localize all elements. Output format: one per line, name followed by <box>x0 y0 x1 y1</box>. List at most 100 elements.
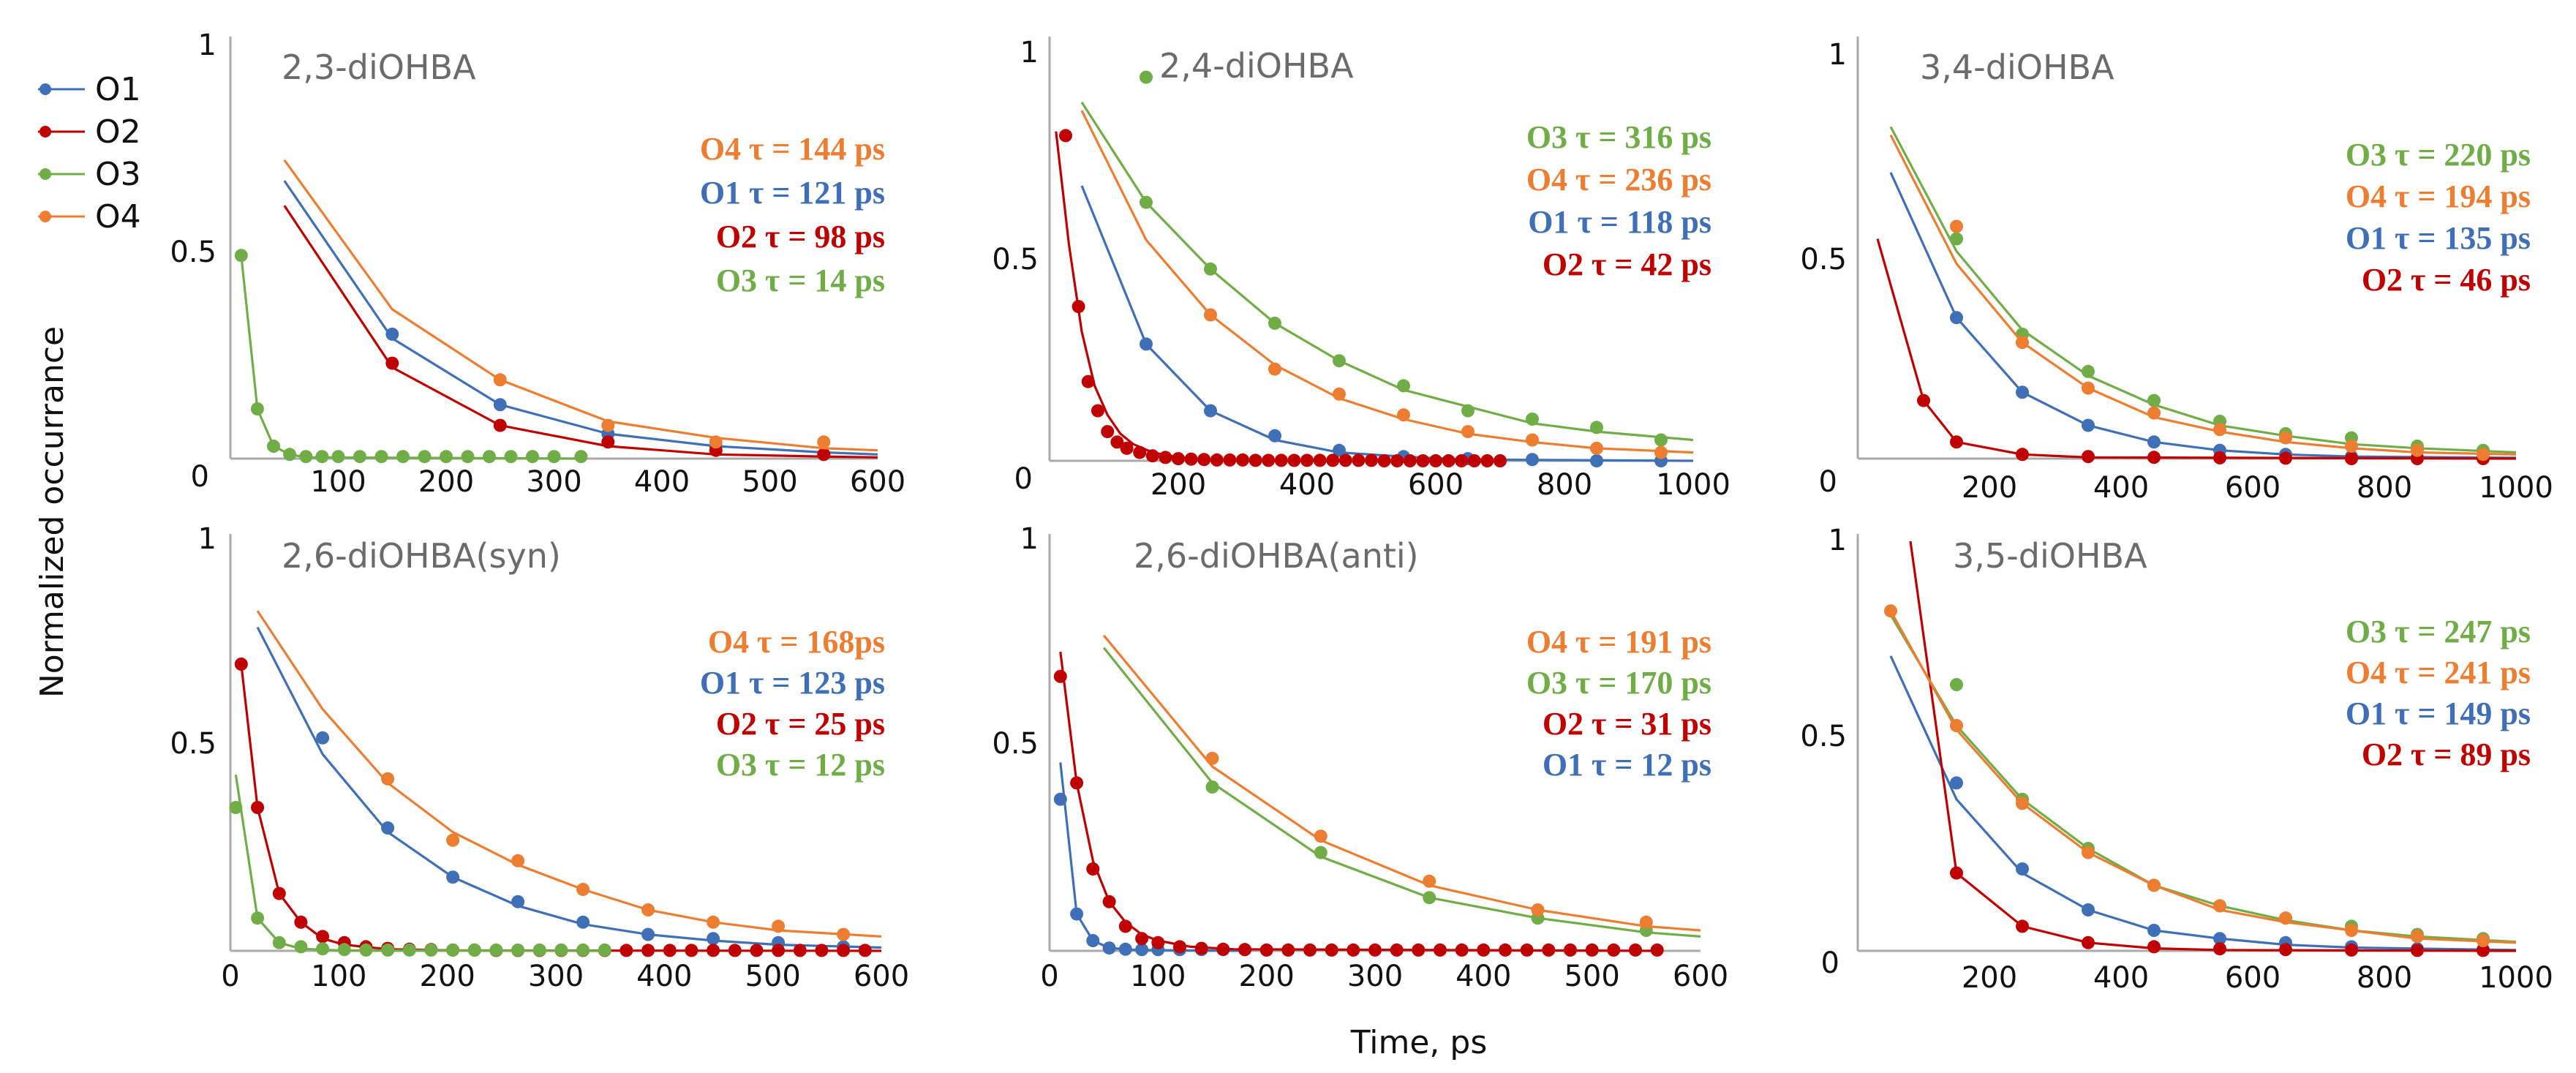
panel-4: 2,6-diOHBA(syn) 0 100 200 300 400 500 600 1 0.5 O4… <box>170 522 909 993</box>
x-tick-label: 500 <box>742 465 797 499</box>
data-point-o2 <box>619 944 633 957</box>
x-tick-label: 300 <box>526 465 581 499</box>
legend-item-o4: O4 <box>38 198 141 236</box>
data-point-o4 <box>1950 719 1963 732</box>
data-point-o2 <box>1564 943 1577 957</box>
data-point-o2 <box>1477 943 1491 957</box>
tau-label-o3: O3 τ = 14 ps <box>716 263 885 298</box>
x-tick-label: 400 <box>2093 961 2149 995</box>
data-point-o4 <box>1461 425 1475 439</box>
data-point-o2 <box>1110 435 1124 449</box>
data-point-o2 <box>1151 935 1165 949</box>
data-point-o3 <box>574 450 588 464</box>
data-point-o3 <box>547 450 561 464</box>
data-point-o3 <box>1654 433 1668 447</box>
y-tick-label: 0.5 <box>1800 243 1847 276</box>
tau-label-o4: O4 τ = 191 ps <box>1526 624 1711 660</box>
data-point-o3 <box>2082 364 2095 378</box>
series-line-o2 <box>1055 131 1501 462</box>
data-point-o1 <box>1950 311 1963 325</box>
series-o4 <box>1102 634 1701 932</box>
data-point-o2 <box>2082 935 2095 949</box>
data-point-o2 <box>2279 943 2292 957</box>
data-point-o3 <box>1333 354 1346 368</box>
tau-label-o1: O1 τ = 121 ps <box>700 175 885 211</box>
data-point-o3 <box>374 450 388 464</box>
legend-marker <box>39 126 51 138</box>
data-point-o1 <box>1590 454 1603 467</box>
data-point-o2 <box>1467 454 1481 467</box>
tau-label-o3: O3 τ = 12 ps <box>716 747 885 783</box>
tau-label-o4: O4 τ = 144 ps <box>700 131 885 167</box>
data-point-o2 <box>1499 943 1512 957</box>
data-point-o1 <box>1086 934 1100 947</box>
data-point-o4 <box>2411 443 2424 457</box>
data-point-o2 <box>1434 943 1447 957</box>
data-point-o3 <box>250 402 264 415</box>
tau-label-o1: O1 τ = 123 ps <box>700 665 885 701</box>
data-point-o4 <box>1397 408 1410 422</box>
data-point-o4 <box>1639 915 1653 929</box>
data-point-o2 <box>1542 943 1556 957</box>
data-point-o1 <box>2147 924 2161 937</box>
data-point-o2 <box>641 944 655 957</box>
data-point-o3 <box>234 249 248 263</box>
data-point-o2 <box>1081 374 1095 388</box>
data-point-o2 <box>858 944 872 957</box>
data-point-o2 <box>1917 394 1930 407</box>
data-point-o2 <box>1184 452 1198 466</box>
x-tick-label: 1000 <box>2479 471 2553 505</box>
x-tick-label: 400 <box>634 465 690 499</box>
data-point-o3 <box>1526 413 1539 426</box>
x-tick-label: 600 <box>1408 468 1464 502</box>
x-tick-label: 100 <box>1130 960 1186 993</box>
data-point-o3 <box>315 450 329 464</box>
data-point-o4 <box>817 435 831 449</box>
legend-marker <box>39 211 51 222</box>
data-point-o1 <box>707 932 720 946</box>
data-point-o4 <box>446 833 460 847</box>
data-point-o3 <box>402 943 416 957</box>
legend-label: O4 <box>95 198 141 236</box>
tau-label-o3: O3 τ = 170 ps <box>1526 665 1711 701</box>
data-point-o2 <box>251 801 265 814</box>
tau-label-o3: O3 τ = 220 ps <box>2346 137 2531 173</box>
y-tick-label: 0 <box>1821 946 1839 980</box>
data-point-o1 <box>493 398 507 412</box>
data-point-o4 <box>2279 431 2292 445</box>
data-point-o2 <box>1455 454 1469 467</box>
data-point-o3 <box>576 943 590 957</box>
data-point-o2 <box>1145 449 1159 463</box>
series-line-o3 <box>234 774 605 952</box>
data-point-o2 <box>2016 919 2029 933</box>
data-point-o2 <box>1429 454 1442 467</box>
x-tick-label: 100 <box>310 465 366 499</box>
x-tick-label: 600 <box>850 465 905 499</box>
data-point-o3 <box>1314 846 1327 859</box>
x-tick-label: 0 <box>1040 960 1058 993</box>
data-point-o2 <box>1053 669 1067 683</box>
data-point-o1 <box>1333 443 1346 457</box>
data-point-o1 <box>1204 404 1217 418</box>
series-o4 <box>283 159 878 452</box>
y-tick-label: 0.5 <box>992 727 1039 761</box>
data-point-o1 <box>2147 435 2161 449</box>
data-point-o1 <box>1526 453 1539 467</box>
data-point-o2 <box>1365 453 1378 467</box>
x-tick-label: 200 <box>419 960 475 993</box>
data-point-o3 <box>396 450 410 464</box>
series-line-o1 <box>256 626 882 949</box>
data-point-o2 <box>1259 943 1273 957</box>
data-point-o2 <box>1216 942 1230 956</box>
panel-title: 2,6-diOHBA(syn) <box>282 536 561 576</box>
data-point-o4 <box>2345 440 2358 453</box>
x-tick-label: 200 <box>418 465 474 499</box>
y-tick-label: 1 <box>1829 524 1847 557</box>
data-point-o3 <box>359 943 373 957</box>
data-point-o2 <box>685 944 698 957</box>
data-point-o2 <box>1159 451 1172 464</box>
data-point-o4 <box>2213 899 2226 913</box>
data-point-o3 <box>1950 232 1963 246</box>
data-point-o3 <box>598 943 611 957</box>
